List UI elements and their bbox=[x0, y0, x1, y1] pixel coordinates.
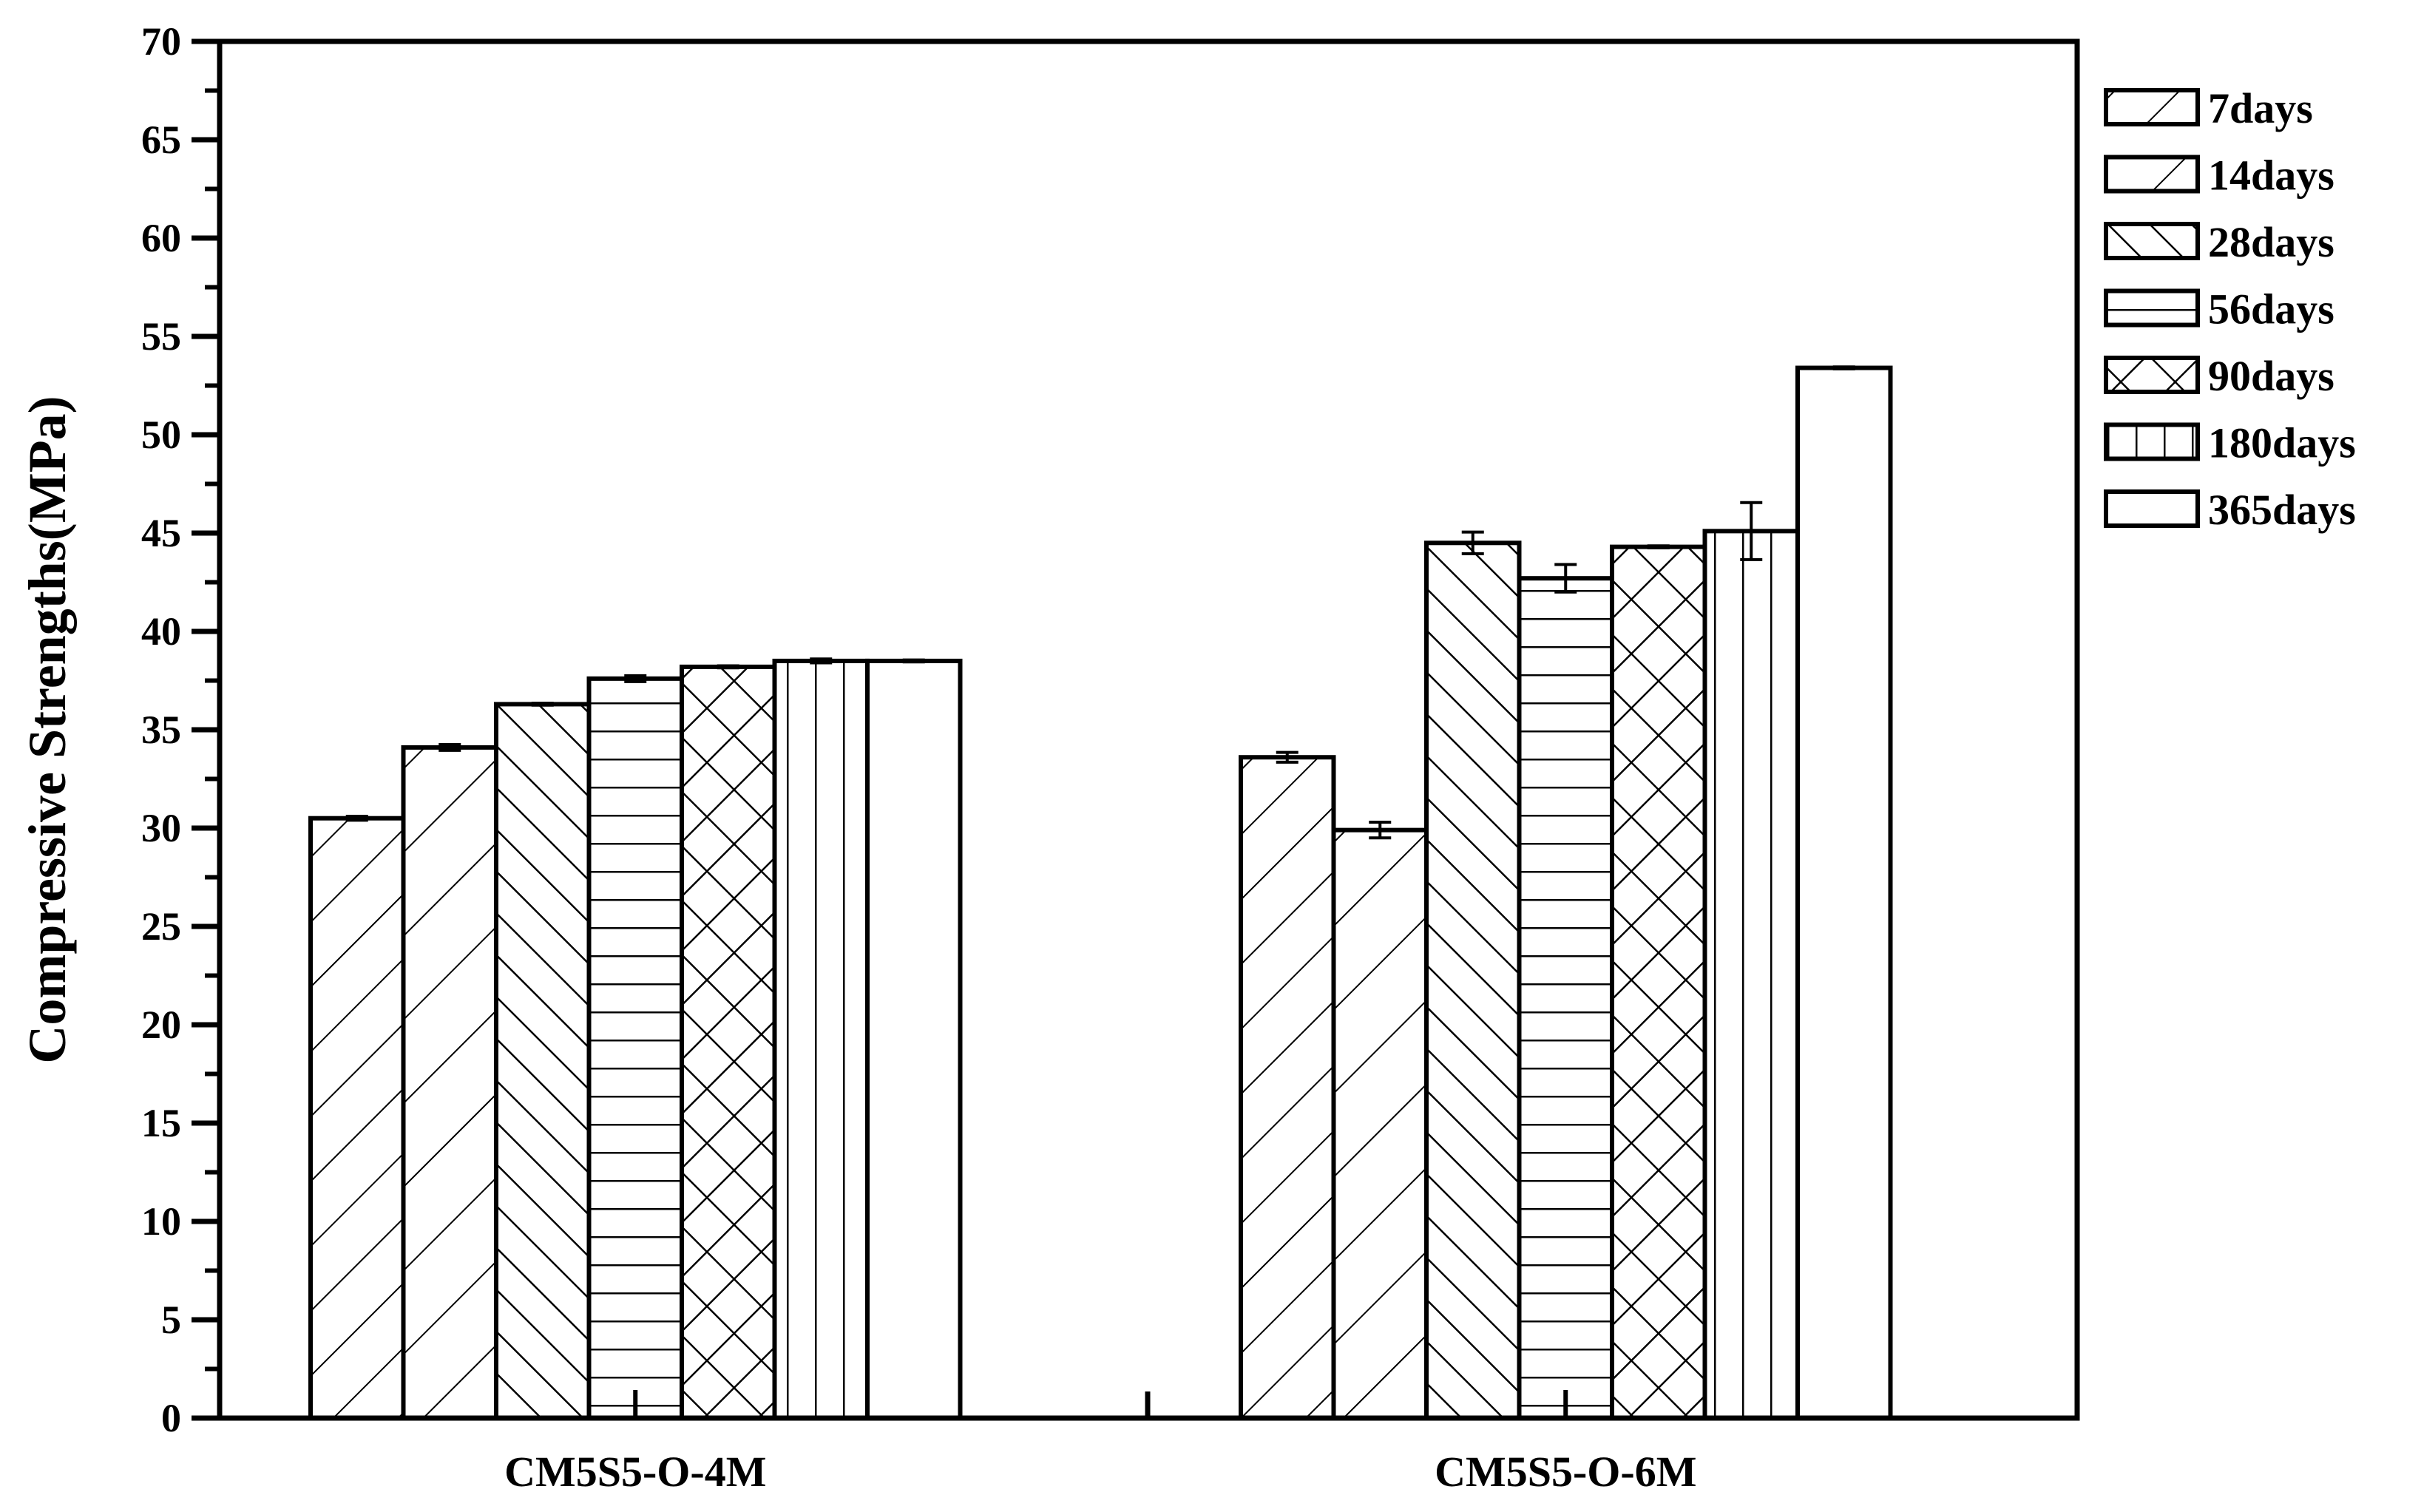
y-tick-label: 65 bbox=[141, 118, 181, 162]
legend-item-180days: 180days bbox=[2104, 419, 2356, 467]
error-bar bbox=[1276, 750, 1298, 764]
legend-item-7days: 7days bbox=[2104, 84, 2313, 132]
y-axis-title: Compressive Strengths(MPa) bbox=[18, 396, 77, 1063]
legend-swatch bbox=[2104, 88, 2200, 126]
bar-90days-2 bbox=[1610, 544, 1707, 1420]
x-category-label: CM5S5-O-4M bbox=[504, 1448, 766, 1496]
bars-layer bbox=[308, 365, 1893, 1421]
y-tick-label: 0 bbox=[161, 1396, 181, 1440]
legend-item-28days: 28days bbox=[2104, 218, 2334, 266]
bar-7days-2 bbox=[1239, 755, 1336, 1420]
error-bar bbox=[717, 664, 739, 670]
legend-label: 28days bbox=[2208, 218, 2334, 266]
legend-label: 14days bbox=[2208, 152, 2334, 200]
legend-item-56days: 56days bbox=[2104, 285, 2334, 333]
error-bar bbox=[624, 674, 647, 683]
error-bar bbox=[1369, 821, 1392, 840]
bar-56days-2 bbox=[1517, 576, 1614, 1420]
legend-swatch bbox=[2104, 356, 2200, 394]
y-tick-label: 10 bbox=[141, 1199, 181, 1244]
y-tick-label: 50 bbox=[141, 413, 181, 457]
legend-swatch bbox=[2104, 489, 2200, 528]
legend-item-14days: 14days bbox=[2104, 152, 2334, 200]
svg-text:Compressive Strengths(MPa): Compressive Strengths(MPa) bbox=[18, 396, 77, 1063]
legend-item-365days: 365days bbox=[2104, 486, 2356, 534]
bar-180days-1 bbox=[772, 658, 870, 1420]
error-bar bbox=[1832, 365, 1855, 370]
legend-swatch bbox=[2104, 288, 2200, 328]
error-bar bbox=[810, 657, 833, 665]
y-axis-ticks: 0 5 10 15 20 25 30 35 40 45 50 55 60 65 70 bbox=[141, 19, 220, 1440]
legend-label: 7days bbox=[2208, 84, 2313, 132]
bar-365days-2 bbox=[1795, 365, 1893, 1420]
y-tick-label: 35 bbox=[141, 708, 181, 752]
error-bar bbox=[345, 815, 368, 822]
y-tick-label: 25 bbox=[141, 904, 181, 949]
legend-label: 56days bbox=[2208, 285, 2334, 333]
y-tick-label: 45 bbox=[141, 511, 181, 555]
y-tick-label: 40 bbox=[141, 609, 181, 654]
legend-label: 365days bbox=[2208, 486, 2356, 534]
y-tick-label: 60 bbox=[141, 216, 181, 260]
y-tick-label: 15 bbox=[141, 1101, 181, 1145]
bar-7days-1 bbox=[308, 816, 406, 1420]
bar-365days-1 bbox=[865, 658, 963, 1420]
x-axis-categories: CM5S5-O-4M CM5S5-O-6M bbox=[504, 1390, 1696, 1496]
error-bars-layer bbox=[345, 365, 1855, 840]
bar-90days-1 bbox=[680, 664, 777, 1420]
legend-label: 180days bbox=[2208, 419, 2356, 467]
legend-item-90days: 90days bbox=[2104, 352, 2334, 400]
error-bar bbox=[531, 702, 554, 707]
legend-swatch bbox=[2104, 222, 2200, 260]
legend-label: 90days bbox=[2208, 352, 2334, 400]
legend-swatch bbox=[2104, 155, 2200, 194]
error-bar bbox=[1647, 544, 1670, 549]
y-tick-label: 30 bbox=[141, 806, 181, 850]
error-bar bbox=[1740, 501, 1763, 561]
error-bar bbox=[1554, 563, 1577, 594]
bar-28days-1 bbox=[494, 702, 592, 1420]
y-tick-label: 55 bbox=[141, 314, 181, 359]
legend: 7days 14days 28days 56days 90days 180days 365d… bbox=[2104, 84, 2356, 534]
bar-56days-1 bbox=[586, 676, 684, 1420]
error-bar bbox=[902, 658, 925, 664]
x-category-label: CM5S5-O-6M bbox=[1435, 1448, 1696, 1496]
bar-14days-1 bbox=[401, 745, 498, 1420]
y-tick-label: 5 bbox=[161, 1298, 181, 1342]
y-tick-label: 70 bbox=[141, 19, 181, 64]
bar-14days-2 bbox=[1331, 827, 1429, 1421]
legend-swatch bbox=[2104, 422, 2200, 461]
y-tick-label: 20 bbox=[141, 1003, 181, 1047]
error-bar bbox=[439, 742, 461, 752]
error-bar bbox=[1461, 530, 1484, 555]
bar-180days-2 bbox=[1702, 529, 1800, 1421]
bar-28days-2 bbox=[1424, 540, 1522, 1420]
